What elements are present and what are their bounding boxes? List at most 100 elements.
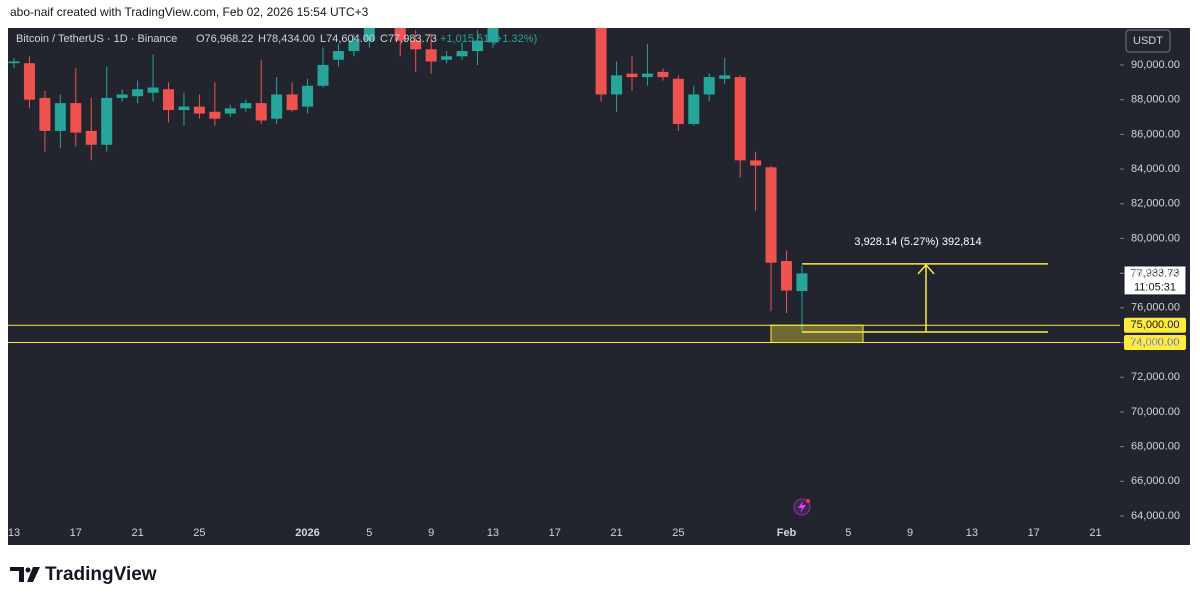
candle-body [39,97,51,131]
y-tick-label: 66,000.00 [1131,475,1180,487]
x-tick-label: 9 [428,527,434,539]
candle-body [703,77,715,95]
event-bolt [798,501,806,513]
candle-body [317,64,329,86]
y-tick-label: 78,000.00 [1131,267,1180,279]
y-tick-label: 86,000.00 [1131,128,1180,140]
candle-body [240,103,252,109]
candle-body [54,103,66,131]
measure-arrowhead [917,263,935,275]
candle-body [363,28,375,41]
candle-body [487,28,499,43]
candle-body [657,71,669,78]
x-tick-label: 25 [193,527,205,539]
chart-background [8,28,1190,545]
x-tick-label: 13 [8,527,20,539]
candle-body [271,94,283,119]
x-tick-label: 17 [70,527,82,539]
last-price-box [1123,265,1187,296]
x-tick-label: 9 [907,527,913,539]
y-tick-label: 90,000.00 [1131,59,1180,71]
level-label: 74,000.00 [1131,336,1180,348]
x-tick-label: 21 [610,527,622,539]
candle-body [332,51,344,60]
candle-body [719,75,731,79]
x-tick-label: 2026 [295,527,319,539]
candle-body [178,106,190,111]
candle-body [750,160,762,166]
y-tick-label: 68,000.00 [1131,441,1180,453]
symbol: Bitcoin / TetherUS · 1D · Binance [16,33,177,45]
candle-body [410,40,422,50]
candle-body [472,40,483,52]
ohlc-legend: +1,015.51 (+1.32%) [440,33,537,45]
candle-body [425,49,437,62]
y-tick-label: 76,000.00 [1131,302,1180,314]
y-tick-label: 70,000.00 [1131,406,1180,418]
candle-body [781,260,792,291]
candle-body [116,94,128,98]
candle-body [209,111,221,119]
x-tick-label: 17 [549,527,561,539]
x-tick-label: 25 [672,527,684,539]
ohlc-legend: C77,983.73 [380,33,437,45]
ohlc-legend: H78,434.00 [258,33,315,45]
zone-box [770,324,864,344]
candle-body [85,130,97,145]
candle-body [734,77,746,161]
x-tick-label: 17 [1028,527,1040,539]
level-label: 75,000.00 [1131,319,1180,331]
candle-body [348,40,360,52]
candle-body [101,97,113,145]
candle-body [286,94,298,111]
candle-body [672,78,684,124]
x-tick-label: 21 [1089,527,1101,539]
plot [8,28,808,333]
candle-body [70,103,82,133]
candle-body [302,85,314,107]
event-dot [806,499,810,503]
y-tick-label: 64,000.00 [1131,510,1180,522]
candle-body [626,73,638,78]
measure-label: 3,928.14 (5.27%) 392,814 [854,236,981,248]
ohlc-legend: O76,968.22 [196,33,254,45]
candle-body [255,103,267,121]
y-tick-label: 88,000.00 [1131,94,1180,106]
candle-body [765,167,777,263]
candle-body [796,273,808,292]
x-tick-label: 5 [366,527,372,539]
x-tick-label: 13 [966,527,978,539]
candle-body [147,87,159,93]
y-tick-label: 74,000.00 [1131,336,1180,348]
currency-box[interactable] [1125,29,1171,53]
candle-body [456,51,468,57]
y-tick-label: 72,000.00 [1131,371,1180,383]
candle-body [163,89,174,111]
credit: abo-naif created with TradingView.com, F… [10,5,369,19]
overlay: 75,000.00 74,000.00 3,928.14 (5.27%) 392,8… [8,236,1187,351]
y-tick-label: 80,000.00 [1131,232,1180,244]
x-tick-label: 13 [487,527,499,539]
candle-body [688,94,700,124]
y-tick-label: 84,000.00 [1131,163,1180,175]
level-label-box [1124,335,1186,351]
candle-body [193,106,205,114]
candle-body [394,28,406,41]
brand: TradingView [45,564,157,585]
last-price-label: 77,983.73 [1131,267,1180,279]
candle-body [611,75,623,95]
x-tick-label: 21 [131,527,143,539]
candle-body [8,61,20,64]
countdown: 11:05:31 [1134,281,1176,293]
x-tick-label: Feb [777,527,797,539]
x-tick-label: 5 [845,527,851,539]
candle-body [441,56,453,60]
currency[interactable]: USDT [1133,35,1163,47]
ohlc-legend: L74,604.00 [320,33,375,45]
candle-body [132,89,144,97]
brand-logo [10,567,40,582]
candle-body [641,73,653,78]
y-tick-label: 82,000.00 [1131,198,1180,210]
candle-body [224,108,236,114]
